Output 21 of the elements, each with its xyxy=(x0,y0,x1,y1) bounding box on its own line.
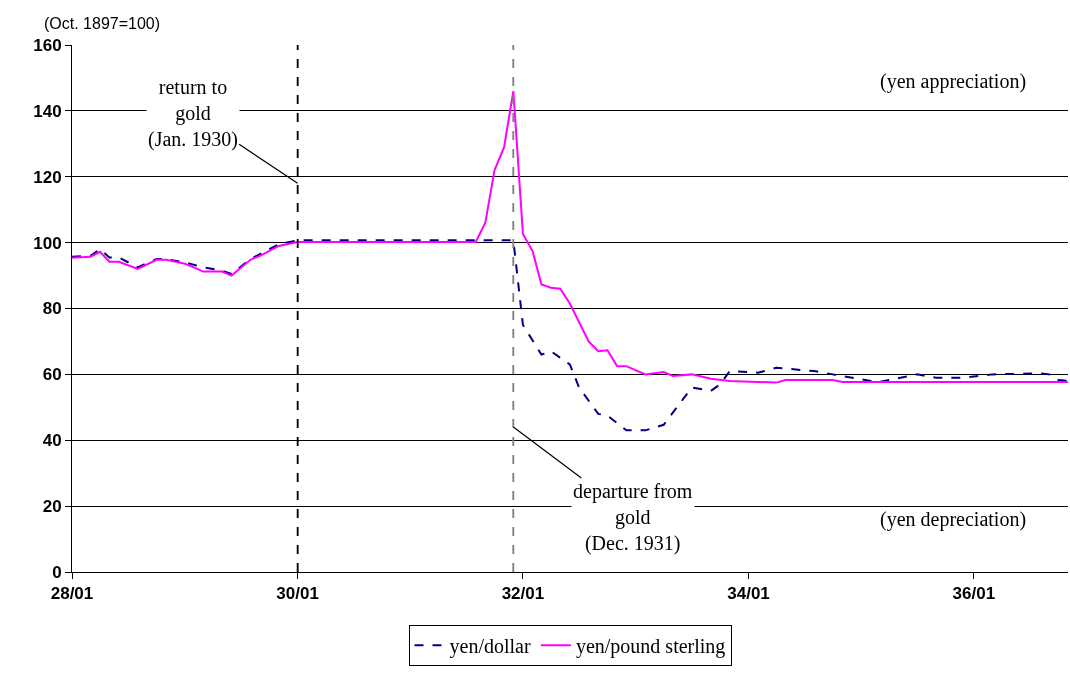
legend-label: yen/dollar xyxy=(449,635,531,658)
y-tick-label: 140 xyxy=(33,101,62,121)
y-tick-label: 160 xyxy=(33,35,62,55)
y-tick-label: 120 xyxy=(33,167,62,187)
y-tick-label: 80 xyxy=(42,299,62,319)
x-tick-label: 32/01 xyxy=(501,584,545,604)
legend-label: yen/pound sterling xyxy=(575,635,726,658)
ref-line-label: return to gold (Jan. 1930) xyxy=(148,76,238,151)
x-tick-label: 36/01 xyxy=(952,584,996,604)
y-tick-label: 60 xyxy=(42,365,62,385)
x-tick-label: 34/01 xyxy=(727,584,770,604)
ref-line-label: departure from gold (Dec. 1931) xyxy=(573,480,693,555)
x-tick-label: 30/01 xyxy=(276,584,319,604)
y-tick-label: 40 xyxy=(42,431,62,451)
y-axis-title: (Oct. 1897=100) xyxy=(44,15,161,32)
x-tick-label: 28/01 xyxy=(50,584,94,604)
annotation: (yen appreciation) xyxy=(880,70,1027,93)
annotation: (yen depreciation) xyxy=(880,508,1027,531)
y-tick-label: 20 xyxy=(42,497,62,517)
y-tick-label: 100 xyxy=(33,233,62,253)
y-tick-label: 0 xyxy=(52,562,62,582)
